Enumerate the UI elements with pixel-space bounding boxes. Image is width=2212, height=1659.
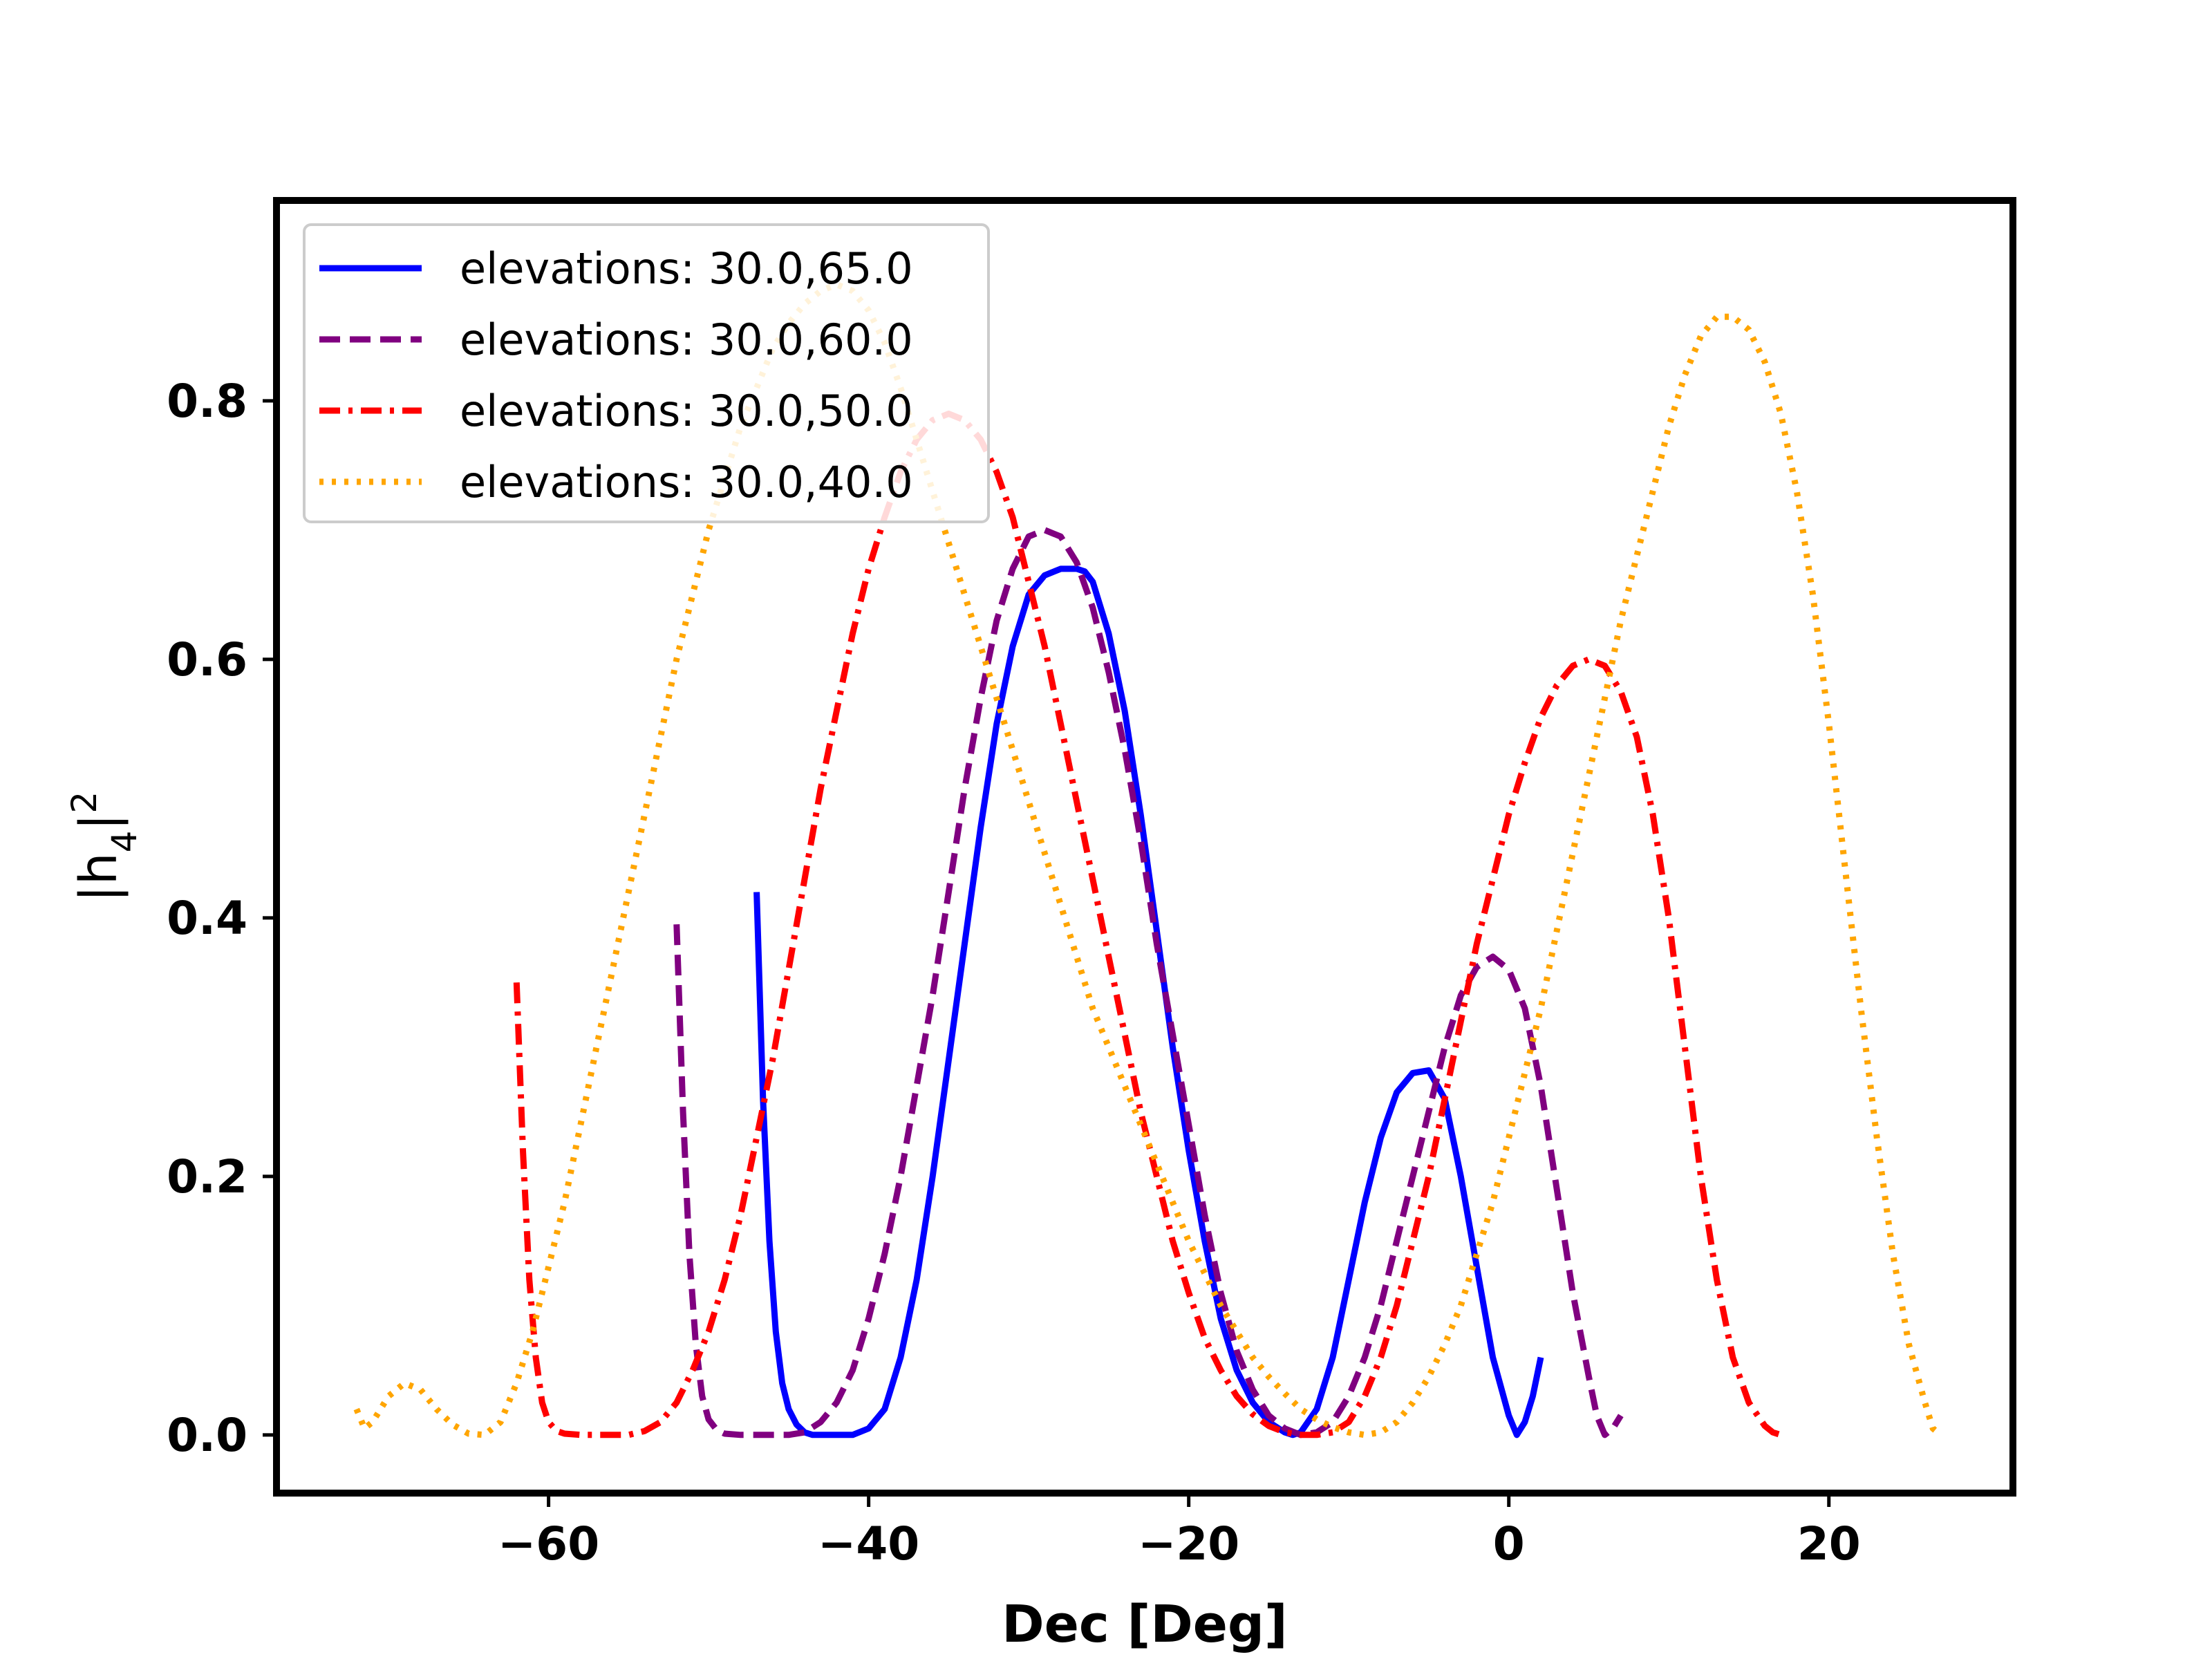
legend-label-4: elevations: 30.0,40.0 (460, 457, 913, 507)
y-axis-label-sup: 2 (64, 791, 104, 814)
y-tick-label: 0.0 (167, 1409, 247, 1462)
legend: elevations: 30.0,65.0 elevations: 30.0,60… (303, 223, 990, 523)
series-line-1 (753, 565, 1544, 1438)
x-tick-label: −20 (1138, 1517, 1239, 1571)
series-layer (353, 281, 1943, 1438)
series-line-3 (513, 411, 1782, 1438)
y-axis-ticks: 0.0 0.2 0.4 0.6 0.8 (167, 375, 276, 1462)
legend-entries: elevations: 30.0,65.0 elevations: 30.0,60… (319, 243, 913, 507)
y-axis-label: |h4|2 (64, 791, 144, 902)
x-tick-label: −40 (818, 1517, 919, 1571)
legend-box (303, 223, 990, 523)
x-axis-ticks: −60 −40 −20 0 20 (498, 1493, 1861, 1571)
legend-label-2: elevations: 30.0,60.0 (460, 315, 913, 365)
x-tick-label: −60 (498, 1517, 599, 1571)
y-axis-label-base: |h (69, 852, 129, 902)
y-tick-label: 0.6 (167, 633, 247, 686)
y-tick-label: 0.4 (167, 892, 247, 945)
y-tick-label: 0.8 (167, 375, 247, 428)
legend-label-3: elevations: 30.0,50.0 (460, 386, 913, 436)
x-axis-label: Dec [Deg] (1002, 1595, 1287, 1654)
y-axis-label-sub: 4 (104, 831, 144, 853)
y-axis-label-bar: | (69, 814, 129, 831)
series-line-2 (673, 527, 1624, 1438)
x-tick-label: 0 (1493, 1517, 1525, 1571)
plot-frame (273, 197, 2016, 1497)
y-tick-label: 0.2 (167, 1150, 247, 1203)
legend-label-1: elevations: 30.0,65.0 (460, 243, 913, 294)
series-line-4 (353, 281, 1943, 1438)
x-tick-label: 20 (1797, 1517, 1861, 1571)
